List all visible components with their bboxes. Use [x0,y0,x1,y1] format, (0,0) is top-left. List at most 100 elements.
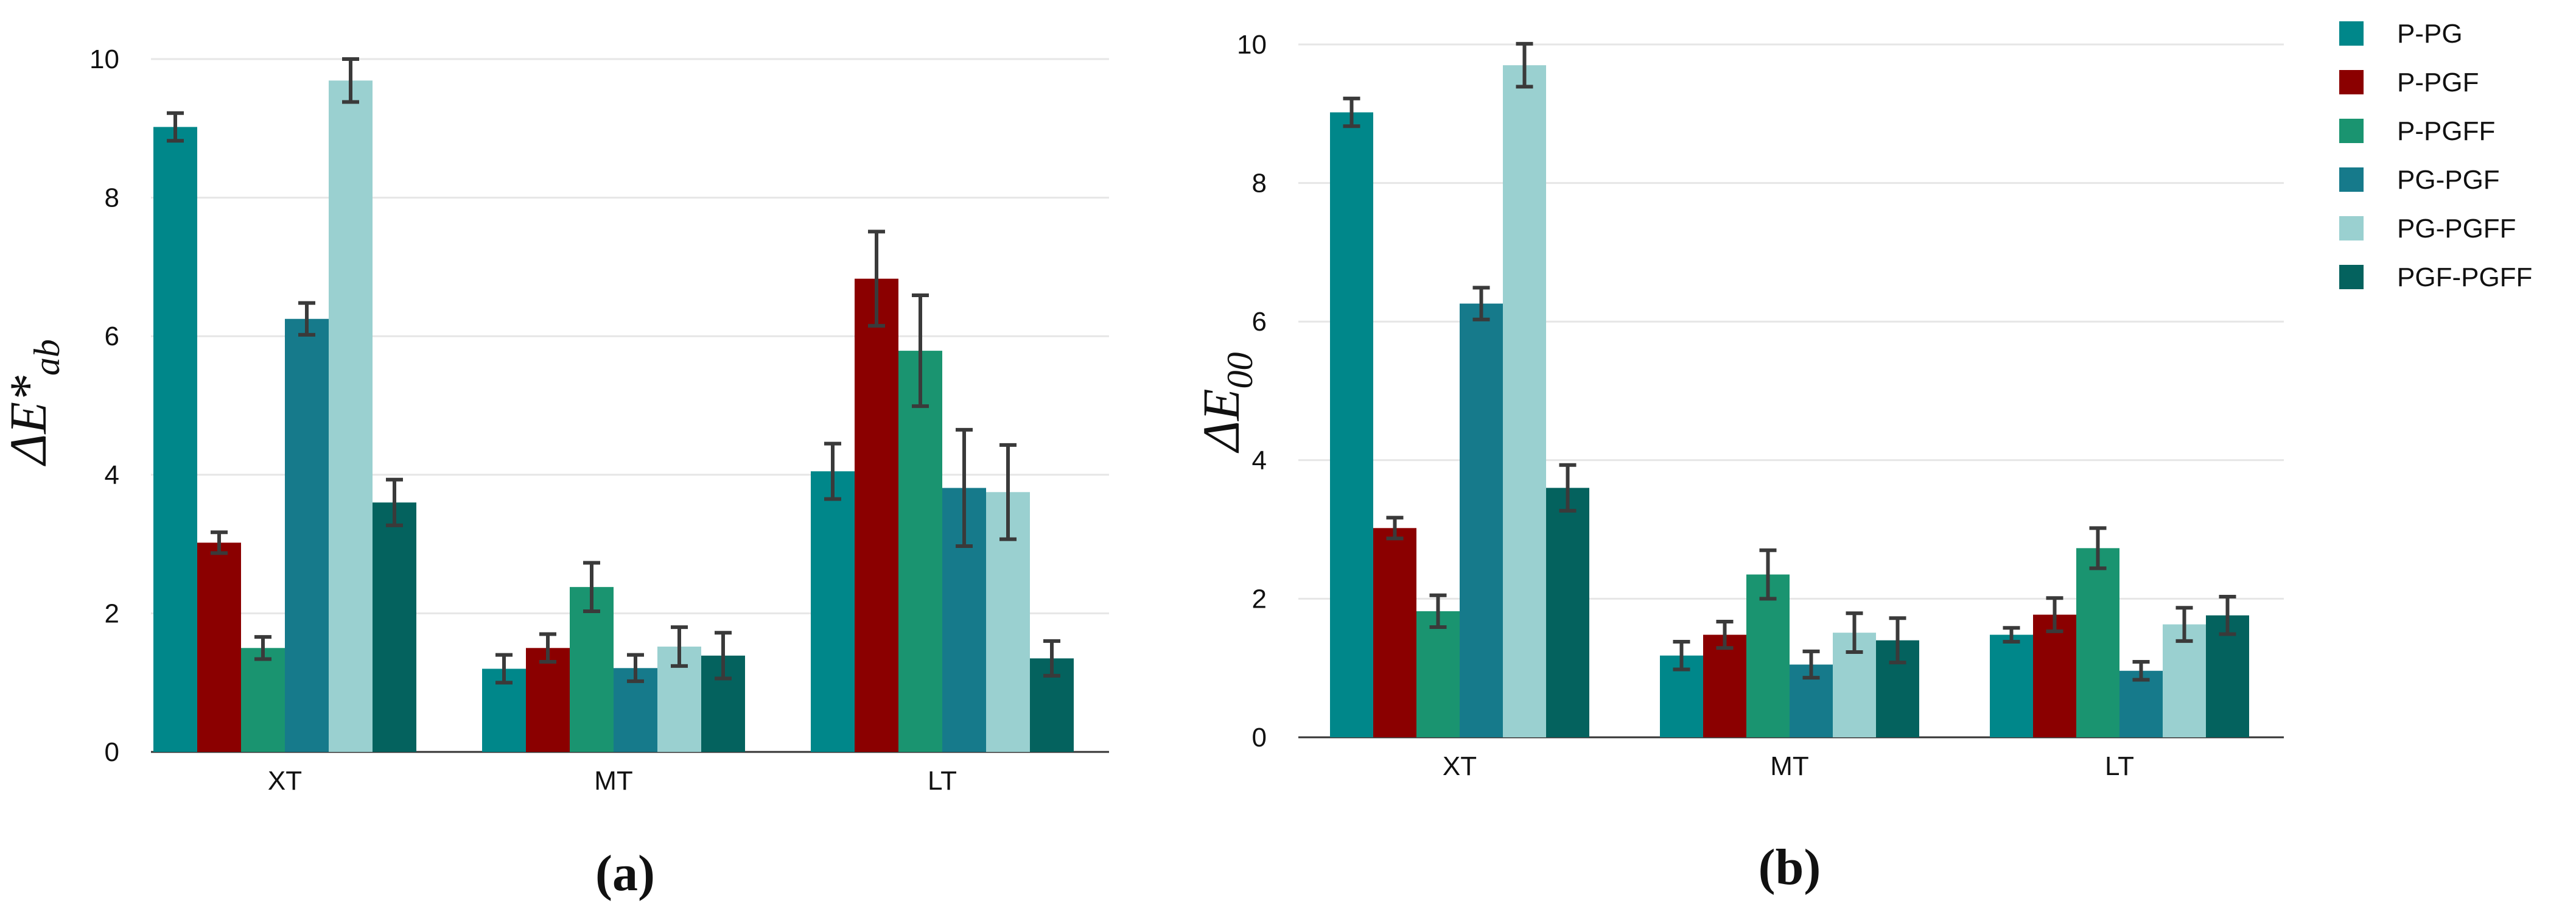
panel-b-chart: 0 2 4 6 8 10 XT MT LT ΔE00 (b) [1192,30,2284,896]
panel-label: (a) [595,845,655,902]
y-axis-label: ΔE00 [1192,352,1260,453]
y-tick-label: 4 [105,460,119,490]
error-bar [2132,659,2150,682]
bar-p-pgff-lt [2076,548,2119,737]
error-bar [1759,548,1777,601]
y-tick-label: 2 [1252,584,1267,614]
bar-p-pgff-mt [570,587,614,752]
legend-swatch-p-pgff [2339,119,2364,143]
bar-p-pgf-xt [197,542,241,752]
y-axis-label-subscript: 00 [1220,352,1260,388]
y-axis-label-main: ΔE* [0,376,57,466]
legend-label: PGF-PGFF [2397,262,2532,292]
error-bar [956,427,973,549]
error-bar [671,625,688,668]
error-bar [539,632,556,664]
error-bar [583,561,600,613]
legend-swatch-p-pgf [2339,70,2364,94]
error-bar [627,653,644,683]
bar-p-pgf-mt [526,648,570,752]
bar-pg-pgf-xt [1460,303,1503,737]
error-bar [386,477,403,527]
bar-p-pg-lt [811,471,855,752]
error-bar [1559,463,1577,513]
legend: P-PG P-PGF P-PGFF PG-PGF PG-PGFF PGF-PGFF [2339,19,2532,292]
bar-p-pg-xt [1330,112,1373,737]
y-axis-label-subscript: ab [27,339,67,376]
error-bar [1889,616,1906,665]
error-bar [1343,96,1360,128]
y-tick-label: 6 [1252,307,1267,337]
bar-p-pgf-mt [1703,634,1746,737]
error-bar [495,653,513,685]
y-tick-label: 4 [1252,446,1267,476]
legend-label: PG-PGFF [2397,214,2516,244]
error-bar [1043,639,1060,678]
error-bar [1846,611,1863,655]
error-bar [2003,626,2020,644]
y-tick-label: 6 [105,321,119,351]
y-tick-label: 0 [105,737,119,767]
legend-swatch-pgf-pgff [2339,265,2364,289]
x-tick-label: XT [268,766,302,796]
y-tick-label: 2 [105,598,119,628]
x-tick-label: MT [1770,751,1809,781]
legend-label: P-PGF [2397,68,2479,97]
legend-label: P-PG [2397,19,2463,49]
panel-a-chart: 0 2 4 6 8 10 XT MT LT ΔE*ab (a) [0,44,1109,902]
error-bar [2175,606,2193,643]
error-bar [167,111,184,143]
bar-pg-pgff-lt [2163,624,2206,737]
y-tick-label: 10 [1237,30,1267,60]
legend-label: P-PGFF [2397,116,2495,146]
bar-pg-pgff-xt [1503,65,1546,737]
error-bar [2046,596,2063,633]
bar-pgf-pgff-xt [1546,488,1589,737]
error-bar [1386,516,1404,541]
y-tick-label: 8 [105,183,119,213]
error-bar [868,230,885,328]
error-bar [254,635,271,661]
error-bar [1516,41,1533,89]
error-bar [1673,639,1690,672]
y-tick-label: 0 [1252,723,1267,753]
bar-p-pgff-mt [1746,574,1790,737]
bar-pg-pgff-xt [329,80,373,753]
bar-p-pg-xt [153,127,197,752]
bar-pg-pgf-lt [2119,670,2163,737]
y-axis-label-main: ΔE [1192,388,1250,453]
error-bar [715,631,732,681]
legend-swatch-pg-pgff [2339,216,2364,240]
error-bar [298,301,315,337]
x-tick-label: LT [928,766,957,796]
y-tick-label: 10 [89,44,119,74]
x-tick-label: MT [594,766,633,796]
bar-pgf-pgff-xt [373,502,416,752]
x-tick-label: XT [1443,751,1477,781]
bar-pg-pgf-xt [285,318,329,752]
error-bar [2089,526,2107,570]
bar-p-pgf-lt [855,278,898,753]
error-bar [824,441,841,501]
error-bar [211,530,228,555]
bar-p-pgff-lt [898,351,942,752]
panel-label: (b) [1759,839,1821,896]
legend-swatch-p-pg [2339,21,2364,46]
bar-p-pgff-xt [241,648,285,752]
error-bar [1802,649,1820,680]
x-tick-label: LT [2105,751,2134,781]
error-bar [999,443,1017,541]
error-bar [1472,286,1490,321]
bar-p-pgf-lt [2033,614,2076,737]
bar-p-pgf-xt [1373,528,1416,737]
legend-swatch-pg-pgf [2339,167,2364,192]
error-bar [1716,619,1734,650]
bar-p-pg-lt [1990,634,2033,737]
error-bar [912,293,929,409]
error-bar [342,57,359,104]
y-axis-label: ΔE*ab [0,339,67,466]
error-bar [1429,593,1447,630]
error-bar [2219,594,2236,636]
legend-label: PG-PGF [2397,165,2500,195]
